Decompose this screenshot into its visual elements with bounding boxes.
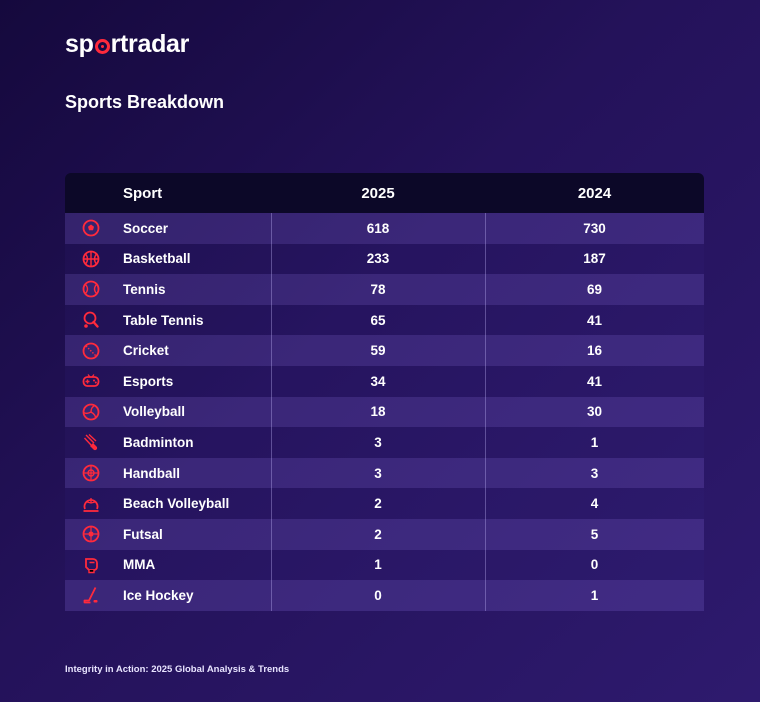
logo-o-icon bbox=[94, 38, 110, 54]
table-row: Badminton 3 1 bbox=[65, 427, 704, 458]
cricket-ball-icon bbox=[65, 341, 117, 361]
header-2025: 2025 bbox=[361, 184, 395, 202]
cell-2024: 41 bbox=[586, 312, 603, 328]
table-row: Tennis 78 69 bbox=[65, 274, 704, 305]
cell-sport: Esports bbox=[123, 373, 174, 389]
cell-2025: 233 bbox=[366, 251, 390, 267]
gamepad-icon bbox=[65, 371, 117, 391]
cell-sport: Basketball bbox=[123, 251, 191, 267]
cell-2025: 2 bbox=[374, 496, 382, 512]
cell-2024: 69 bbox=[586, 281, 603, 297]
handball-icon bbox=[65, 463, 117, 483]
header-sport: Sport bbox=[123, 184, 163, 202]
sports-table: Sport 2025 2024 Soccer 618 730 Basketball 23… bbox=[65, 173, 704, 611]
cell-sport: Tennis bbox=[123, 281, 166, 297]
table-row: Beach Volleyball 2 4 bbox=[65, 488, 704, 519]
cell-2025: 18 bbox=[370, 404, 386, 420]
cell-2025: 3 bbox=[374, 465, 382, 481]
table-row: Soccer 618 730 bbox=[65, 213, 704, 244]
table-row: Ice Hockey 0 1 bbox=[65, 580, 704, 611]
cell-2025: 1 bbox=[374, 557, 382, 573]
table-row: Table Tennis 65 41 bbox=[65, 304, 704, 336]
header-2024: 2024 bbox=[577, 184, 612, 202]
table-body: Soccer 618 730 Basketball 233 187 Tennis 78 69 Ta… bbox=[65, 213, 704, 611]
cell-sport: Futsal bbox=[123, 526, 163, 542]
logo-prefix: sp bbox=[65, 29, 94, 58]
cell-2025: 0 bbox=[374, 587, 382, 603]
table-header: Sport 2025 2024 bbox=[65, 173, 704, 213]
table-row: MMA 1 0 bbox=[65, 549, 704, 581]
page-title: Sports Breakdown bbox=[65, 92, 225, 112]
cell-2024: 5 bbox=[590, 526, 599, 542]
cell-2025: 78 bbox=[370, 281, 386, 297]
cell-2025: 59 bbox=[370, 343, 386, 359]
column-divider bbox=[271, 213, 272, 611]
table-row: Basketball 233 187 bbox=[65, 243, 704, 275]
futsal-ball-icon bbox=[65, 524, 117, 544]
cell-2024: 16 bbox=[586, 343, 603, 359]
table-row: Futsal 2 5 bbox=[65, 518, 704, 550]
cell-2025: 3 bbox=[374, 434, 382, 450]
cell-sport: Cricket bbox=[123, 343, 169, 359]
basketball-icon bbox=[65, 249, 117, 269]
cell-2024: 1 bbox=[590, 434, 599, 450]
logo-suffix: rtradar bbox=[110, 29, 190, 58]
table-row: Esports 34 41 bbox=[65, 365, 704, 397]
cell-2024: 730 bbox=[583, 220, 606, 236]
cell-2025: 2 bbox=[374, 526, 382, 542]
cell-sport: Ice Hockey bbox=[123, 587, 194, 603]
tennis-ball-icon bbox=[65, 279, 117, 299]
cell-2024: 0 bbox=[590, 557, 599, 573]
mma-glove-icon bbox=[65, 555, 117, 575]
table-row: Cricket 59 16 bbox=[65, 335, 704, 366]
footer-caption: Integrity in Action: 2025 Global Analysi… bbox=[65, 664, 290, 675]
shuttlecock-icon bbox=[65, 432, 117, 452]
cell-2025: 618 bbox=[366, 220, 390, 236]
cell-2024: 30 bbox=[586, 404, 603, 420]
cell-sport: MMA bbox=[123, 557, 156, 573]
cell-2024: 4 bbox=[590, 496, 599, 512]
sportradar-logo: sp rtradar bbox=[65, 28, 189, 60]
cell-2024: 187 bbox=[583, 251, 606, 267]
soccer-ball-icon bbox=[65, 218, 117, 238]
cell-sport: Soccer bbox=[123, 220, 169, 236]
cell-sport: Volleyball bbox=[123, 404, 186, 420]
beach-volleyball-icon bbox=[65, 494, 117, 514]
column-divider bbox=[485, 213, 486, 611]
cell-2024: 1 bbox=[590, 587, 599, 603]
table-row: Volleyball 18 30 bbox=[65, 396, 704, 428]
cell-sport: Beach Volleyball bbox=[123, 496, 230, 512]
hockey-stick-icon bbox=[65, 585, 117, 605]
cell-2025: 65 bbox=[370, 312, 386, 328]
cell-2025: 34 bbox=[370, 373, 386, 389]
volleyball-icon bbox=[65, 402, 117, 422]
table-row: Handball 3 3 bbox=[65, 457, 704, 489]
cell-sport: Badminton bbox=[123, 434, 194, 450]
cell-sport: Handball bbox=[123, 465, 181, 481]
cell-sport: Table Tennis bbox=[123, 312, 204, 328]
table-tennis-icon bbox=[65, 310, 117, 330]
cell-2024: 41 bbox=[586, 373, 603, 389]
cell-2024: 3 bbox=[590, 465, 599, 481]
